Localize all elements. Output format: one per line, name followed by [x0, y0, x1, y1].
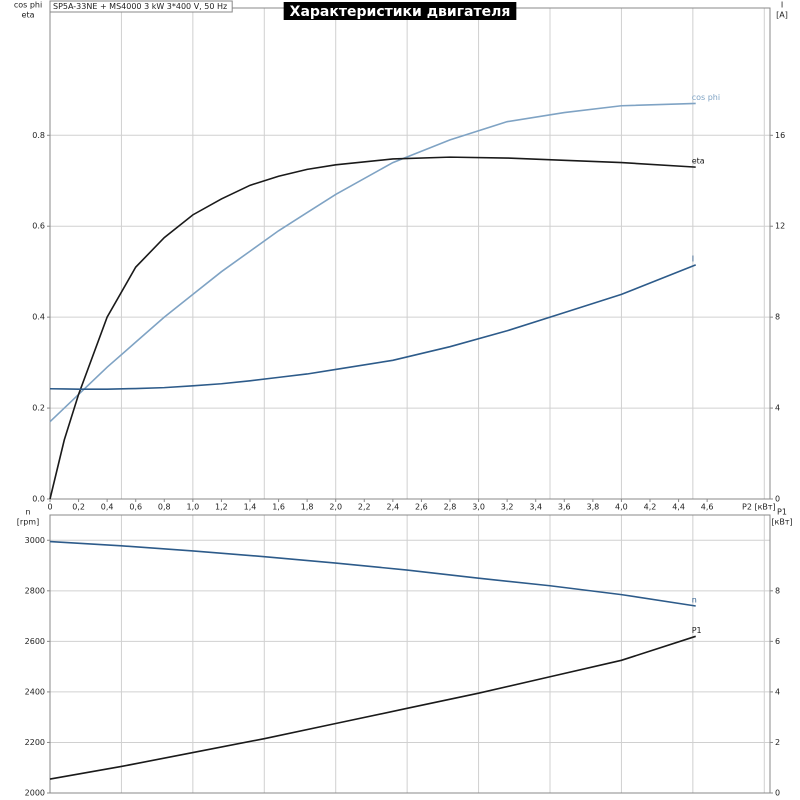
y2-tick-label: 12 — [775, 222, 785, 231]
y2-tick-label: 6 — [775, 637, 780, 646]
y2-tick-label: 0 — [775, 495, 780, 504]
y-tick-label: 0.8 — [32, 131, 45, 140]
x-tick-label: 2,2 — [358, 503, 371, 512]
chart-subtitle: SP5A-33NE + MS4000 3 kW 3*400 V, 50 Hz — [53, 2, 227, 11]
x-tick-label: 1,8 — [301, 503, 314, 512]
x-tick-label: 4,6 — [701, 503, 714, 512]
x-tick-label: 2,8 — [444, 503, 457, 512]
y2-axis-label: P1 — [777, 508, 787, 517]
x-tick-label: 0,4 — [101, 503, 114, 512]
y2-tick-label: 8 — [775, 586, 780, 595]
series-label: n — [692, 595, 697, 604]
y2-tick-label: 16 — [775, 131, 785, 140]
x-tick-label: 1,0 — [186, 503, 199, 512]
y2-tick-label: 8 — [775, 313, 780, 322]
x-tick-label: 3,0 — [472, 503, 485, 512]
series-line — [49, 156, 696, 500]
series-label: cos phi — [692, 93, 720, 102]
plot-frame — [49, 7, 771, 500]
title-background — [283, 2, 517, 20]
y-tick-label: 0.2 — [32, 404, 45, 413]
y2-tick-label: 0 — [775, 789, 780, 798]
y-tick-label: 0.6 — [32, 222, 45, 231]
y-tick-label: 0.0 — [32, 495, 45, 504]
series-line — [49, 540, 696, 607]
x-tick-label: 1,2 — [215, 503, 228, 512]
plot-frame — [49, 514, 771, 794]
x-tick-label: 4,2 — [644, 503, 657, 512]
y2-tick-label: 2 — [775, 738, 780, 747]
series-label: eta — [692, 157, 705, 166]
subtitle-box — [49, 0, 233, 13]
x-tick-label: 0,2 — [72, 503, 85, 512]
x-tick-label: 0,8 — [158, 503, 171, 512]
y-tick-label: 0.4 — [32, 313, 45, 322]
y-axis-label: eta — [22, 11, 35, 20]
x-tick-label: 2,6 — [415, 503, 428, 512]
x-tick-label: 3,8 — [586, 503, 599, 512]
y-tick-label: 2000 — [25, 789, 45, 798]
y2-axis-label: I — [781, 1, 783, 10]
x-tick-label: 2,0 — [329, 503, 342, 512]
series-line — [49, 635, 696, 780]
y2-tick-label: 4 — [775, 687, 780, 696]
y-tick-label: 2400 — [25, 687, 45, 696]
series-label: I — [692, 254, 694, 263]
y-tick-label: 2600 — [25, 637, 45, 646]
x-tick-label: 3,2 — [501, 503, 514, 512]
x-tick-label: 3,4 — [529, 503, 542, 512]
x-tick-label: 4,4 — [672, 503, 685, 512]
x-tick-label: 3,6 — [558, 503, 571, 512]
series-line — [49, 264, 697, 391]
y-axis-label: cos phi — [14, 1, 42, 10]
x-axis-label: P2 [кВт] — [742, 503, 776, 512]
y2-axis-label: [A] — [776, 11, 788, 20]
y-tick-label: 2800 — [25, 586, 45, 595]
y2-tick-label: 4 — [775, 404, 780, 413]
x-tick-label: 1,4 — [244, 503, 257, 512]
x-tick-label: 0 — [47, 503, 52, 512]
y2-axis-label: [кВт] — [771, 518, 792, 527]
x-tick-label: 0,6 — [129, 503, 142, 512]
y-tick-label: 2200 — [25, 738, 45, 747]
series-label: P1 — [692, 626, 702, 635]
x-tick-label: 1,6 — [272, 503, 285, 512]
x-tick-label: 2,4 — [386, 503, 399, 512]
chart-title: Характеристики двигателя — [290, 4, 511, 20]
x-tick-label: 4,0 — [615, 503, 628, 512]
y-tick-label: 3000 — [25, 536, 45, 545]
series-line — [49, 102, 696, 423]
y-axis-label: n — [25, 508, 30, 517]
y-axis-label: [rpm] — [17, 518, 39, 527]
